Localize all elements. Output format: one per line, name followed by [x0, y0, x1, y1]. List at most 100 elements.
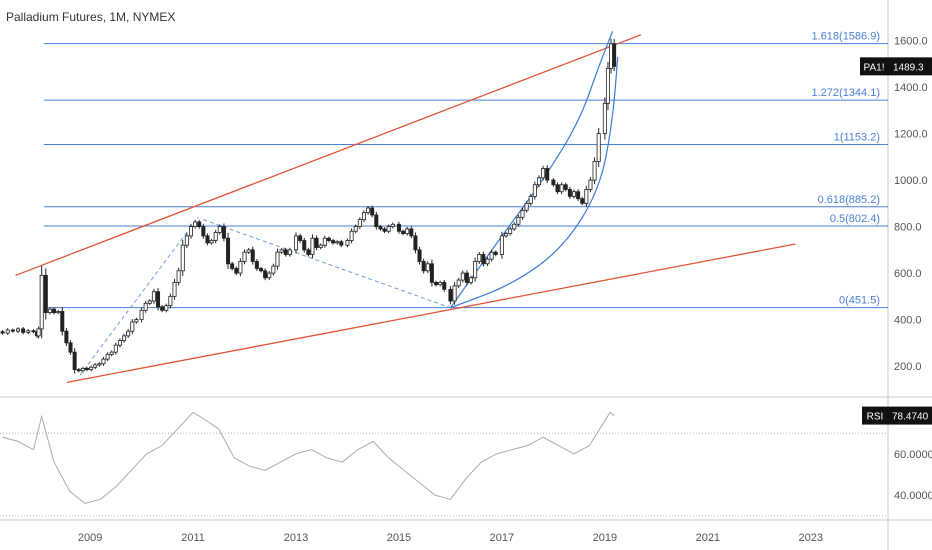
candle-body	[56, 311, 61, 314]
candle-body	[254, 261, 259, 269]
candle-body	[520, 209, 525, 218]
candle-body	[409, 228, 414, 237]
candle-body	[512, 223, 517, 230]
candle-body	[72, 351, 77, 370]
candle-body	[126, 330, 131, 337]
candle-body	[318, 244, 323, 248]
candle-body	[396, 223, 401, 232]
candle-body	[357, 219, 362, 227]
y-tick-label: 1400.0	[894, 82, 928, 94]
candlestick-series	[0, 38, 617, 374]
candle-body	[460, 272, 465, 281]
candle-body	[401, 230, 406, 234]
candle-body	[374, 214, 379, 228]
price-badge	[888, 57, 932, 76]
candle-body	[5, 329, 10, 334]
candle-body	[541, 168, 546, 179]
candle-body	[448, 288, 453, 302]
candle-body	[563, 184, 568, 190]
y-tick-label: 400.0	[894, 315, 922, 327]
candle-body	[551, 179, 556, 186]
rsi-tick-label: 60.0000	[894, 449, 932, 461]
candle-body	[26, 330, 31, 333]
candle-body	[188, 226, 193, 237]
candle-body	[378, 226, 383, 230]
candle-body	[588, 179, 593, 190]
candle-body	[310, 237, 315, 255]
axes: 2009 2011 2013 2015 2017 2019 2021 2023 200.0 400…	[78, 36, 932, 544]
candle-body	[279, 249, 284, 253]
fib-level-label: 1.272(1344.1)	[812, 87, 881, 99]
candle-body	[469, 277, 474, 283]
y-tick-label: 1000.0	[894, 175, 928, 187]
candle-body	[47, 308, 52, 314]
candle-body	[242, 251, 247, 262]
candle-body	[508, 228, 513, 234]
candle-body	[287, 249, 292, 255]
x-tick-label: 2021	[696, 532, 720, 544]
candle-body	[532, 184, 537, 197]
y-tick-label: 600.0	[894, 268, 922, 280]
candle-body	[43, 275, 48, 314]
candle-body	[452, 285, 457, 302]
fib-arc	[450, 56, 619, 309]
candle-body	[84, 368, 89, 370]
candle-body	[263, 270, 268, 279]
candle-body	[246, 249, 251, 253]
rsi-value-badge	[888, 406, 932, 425]
candle-body	[176, 270, 181, 283]
candle-body	[143, 302, 148, 311]
candle-body	[353, 226, 358, 232]
candle-body	[571, 191, 576, 197]
candle-body	[314, 237, 319, 248]
candle-body	[93, 364, 98, 368]
dashed-projection	[79, 217, 199, 376]
candle-body	[405, 228, 410, 234]
candle-body	[528, 195, 533, 204]
candle-body	[567, 188, 572, 197]
candle-body	[434, 281, 439, 286]
candle-body	[10, 329, 15, 332]
candle-body	[335, 241, 340, 244]
trend-lines	[15, 31, 796, 384]
x-tick-label: 2023	[799, 532, 823, 544]
candle-body	[76, 369, 81, 372]
candle-body	[605, 68, 610, 104]
candle-body	[473, 261, 478, 279]
candle-body	[97, 363, 102, 366]
candle-body	[221, 226, 226, 239]
fib-level-label: 0.5(802.4)	[830, 213, 880, 225]
y-tick-label: 800.0	[894, 222, 922, 234]
candle-body	[559, 184, 564, 193]
candle-body	[134, 319, 139, 323]
candle-body	[413, 235, 418, 251]
candle-body	[156, 291, 161, 308]
rsi-tick-label: 40.0000	[894, 490, 932, 502]
candle-body	[113, 344, 118, 353]
candle-body	[117, 340, 122, 346]
candle-body	[326, 237, 331, 241]
candle-body	[64, 330, 69, 344]
candle-body	[164, 305, 169, 311]
candle-body	[160, 306, 165, 311]
candle-body	[477, 254, 482, 262]
candle-body	[322, 237, 327, 246]
candle-body	[602, 102, 607, 135]
candle-body	[421, 261, 426, 272]
candle-body	[151, 291, 156, 302]
candle-body	[370, 207, 375, 216]
candle-body	[180, 244, 185, 272]
candle-body	[209, 240, 214, 244]
rsi-panel	[0, 411, 888, 517]
candle-body	[21, 328, 26, 333]
candle-body	[576, 191, 581, 200]
candle-body	[464, 272, 469, 283]
candle-body	[438, 281, 443, 286]
candle-body	[306, 249, 311, 255]
candle-body	[130, 321, 135, 332]
candle-body	[238, 261, 243, 274]
chart-title: Palladium Futures, 1M, NYMEX	[6, 10, 176, 24]
candle-body	[489, 251, 494, 260]
